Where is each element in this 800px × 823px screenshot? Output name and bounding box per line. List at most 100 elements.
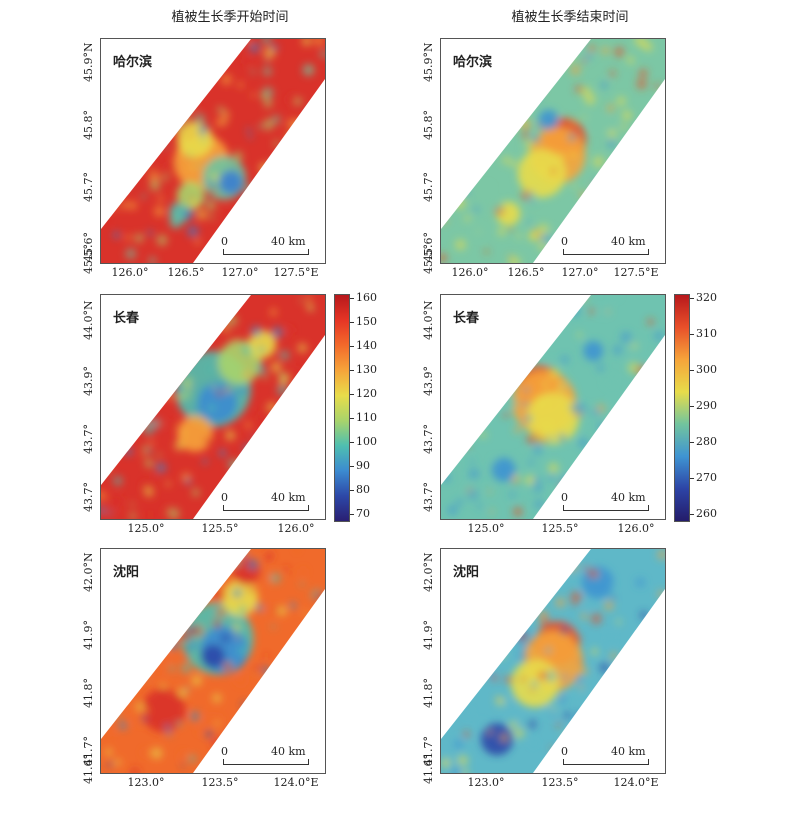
x-tick-label: 124.0°E bbox=[273, 776, 319, 789]
x-tick-label: 126.0° bbox=[111, 266, 149, 279]
x-tick-label: 126.0° bbox=[277, 522, 315, 535]
x-tick-label: 127.5°E bbox=[273, 266, 319, 279]
y-tick-label: 45.5° bbox=[82, 244, 95, 274]
x-tick-label: 125.5° bbox=[541, 522, 579, 535]
y-tick-label: 43.7° bbox=[82, 482, 95, 512]
raster-swath bbox=[441, 295, 665, 519]
map-panel-changchun-start: 长春 0 40 km bbox=[100, 294, 326, 520]
y-tick-label: 45.8° bbox=[422, 110, 435, 140]
colorbar-tick-mark bbox=[350, 346, 354, 347]
raster-swath bbox=[101, 549, 325, 773]
raster-swath bbox=[101, 39, 325, 263]
colorbar-tick-label: 110 bbox=[356, 411, 377, 424]
colorbar-tick-label: 130 bbox=[356, 363, 377, 376]
city-label: 沈阳 bbox=[113, 565, 140, 580]
city-label: 沈阳 bbox=[453, 565, 480, 580]
y-tick-label: 43.7° bbox=[422, 482, 435, 512]
map-panel-shenyang-end: 沈阳 0 40 km bbox=[440, 548, 666, 774]
colorbar-tick-mark bbox=[350, 442, 354, 443]
colorbar-tick-label: 70 bbox=[356, 507, 370, 520]
colorbar-tick-label: 310 bbox=[696, 327, 717, 340]
colorbar-start bbox=[334, 294, 350, 522]
scale-bar-distance: 40 km bbox=[271, 235, 306, 248]
y-tick-label: 45.9°N bbox=[82, 42, 95, 82]
y-tick-label: 42.0°N bbox=[82, 552, 95, 592]
y-tick-label: 41.6° bbox=[422, 754, 435, 784]
colorbar-tick-label: 100 bbox=[356, 435, 377, 448]
scale-bar-distance: 40 km bbox=[271, 745, 306, 758]
colorbar-tick-mark bbox=[350, 466, 354, 467]
colorbar-tick-label: 270 bbox=[696, 471, 717, 484]
scale-bar-distance: 40 km bbox=[271, 491, 306, 504]
x-tick-label: 125.0° bbox=[467, 522, 505, 535]
raster-swath bbox=[441, 549, 665, 773]
colorbar-tick-mark bbox=[690, 514, 694, 515]
colorbar-tick-label: 260 bbox=[696, 507, 717, 520]
scale-bar-zero: 0 bbox=[561, 491, 568, 504]
y-tick-label: 45.9°N bbox=[422, 42, 435, 82]
colorbar-tick-mark bbox=[690, 406, 694, 407]
scale-bar-line bbox=[563, 759, 649, 765]
colorbar-tick-mark bbox=[690, 370, 694, 371]
colorbar-tick-mark bbox=[350, 418, 354, 419]
map-panel-harbin-end: 哈尔滨 0 40 km bbox=[440, 38, 666, 264]
x-tick-label: 123.5° bbox=[201, 776, 239, 789]
scale-bar-line bbox=[223, 505, 309, 511]
y-tick-label: 43.9° bbox=[422, 366, 435, 396]
y-tick-label: 41.9° bbox=[82, 620, 95, 650]
raster-swath bbox=[441, 39, 665, 263]
raster-swath bbox=[101, 295, 325, 519]
y-tick-label: 43.9° bbox=[82, 366, 95, 396]
scale-bar-zero: 0 bbox=[221, 745, 228, 758]
column-title-end: 植被生长季结束时间 bbox=[511, 10, 629, 25]
x-tick-label: 123.0° bbox=[467, 776, 505, 789]
colorbar-tick-label: 140 bbox=[356, 339, 377, 352]
x-tick-label: 127.0° bbox=[561, 266, 599, 279]
y-tick-label: 45.7° bbox=[82, 172, 95, 202]
x-tick-label: 123.5° bbox=[541, 776, 579, 789]
scale-bar-distance: 40 km bbox=[611, 491, 646, 504]
map-panel-harbin-start: 哈尔滨 0 40 km bbox=[100, 38, 326, 264]
colorbar-tick-mark bbox=[350, 298, 354, 299]
scale-bar-zero: 0 bbox=[221, 235, 228, 248]
colorbar-end bbox=[674, 294, 690, 522]
x-tick-label: 126.5° bbox=[167, 266, 205, 279]
colorbar-tick-mark bbox=[350, 490, 354, 491]
y-tick-label: 43.7° bbox=[422, 424, 435, 454]
colorbar-tick-label: 280 bbox=[696, 435, 717, 448]
y-tick-label: 41.9° bbox=[422, 620, 435, 650]
scale-bar-distance: 40 km bbox=[611, 235, 646, 248]
map-panel-changchun-end: 长春 0 40 km bbox=[440, 294, 666, 520]
colorbar-tick-mark bbox=[690, 442, 694, 443]
colorbar-tick-mark bbox=[690, 298, 694, 299]
y-tick-label: 45.5° bbox=[422, 244, 435, 274]
scale-bar-zero: 0 bbox=[561, 745, 568, 758]
scale-bar-zero: 0 bbox=[561, 235, 568, 248]
y-tick-label: 43.7° bbox=[82, 424, 95, 454]
colorbar-tick-label: 290 bbox=[696, 399, 717, 412]
y-tick-label: 45.7° bbox=[422, 172, 435, 202]
x-tick-label: 126.0° bbox=[617, 522, 655, 535]
x-tick-label: 125.0° bbox=[127, 522, 165, 535]
scale-bar-line bbox=[223, 249, 309, 255]
colorbar-tick-label: 320 bbox=[696, 291, 717, 304]
x-tick-label: 127.0° bbox=[221, 266, 259, 279]
colorbar-tick-mark bbox=[350, 514, 354, 515]
scale-bar-zero: 0 bbox=[221, 491, 228, 504]
colorbar-tick-mark bbox=[350, 394, 354, 395]
map-panel-shenyang-start: 沈阳 0 40 km bbox=[100, 548, 326, 774]
colorbar-tick-mark bbox=[690, 334, 694, 335]
colorbar-tick-mark bbox=[350, 322, 354, 323]
colorbar-tick-label: 80 bbox=[356, 483, 370, 496]
y-tick-label: 44.0°N bbox=[82, 300, 95, 340]
colorbar-tick-mark bbox=[350, 370, 354, 371]
scale-bar-line bbox=[563, 505, 649, 511]
y-tick-label: 41.8° bbox=[422, 678, 435, 708]
scale-bar-distance: 40 km bbox=[611, 745, 646, 758]
x-tick-label: 123.0° bbox=[127, 776, 165, 789]
x-tick-label: 126.5° bbox=[507, 266, 545, 279]
colorbar-tick-label: 150 bbox=[356, 315, 377, 328]
city-label: 长春 bbox=[113, 311, 140, 326]
y-tick-label: 45.8° bbox=[82, 110, 95, 140]
colorbar-tick-label: 90 bbox=[356, 459, 370, 472]
